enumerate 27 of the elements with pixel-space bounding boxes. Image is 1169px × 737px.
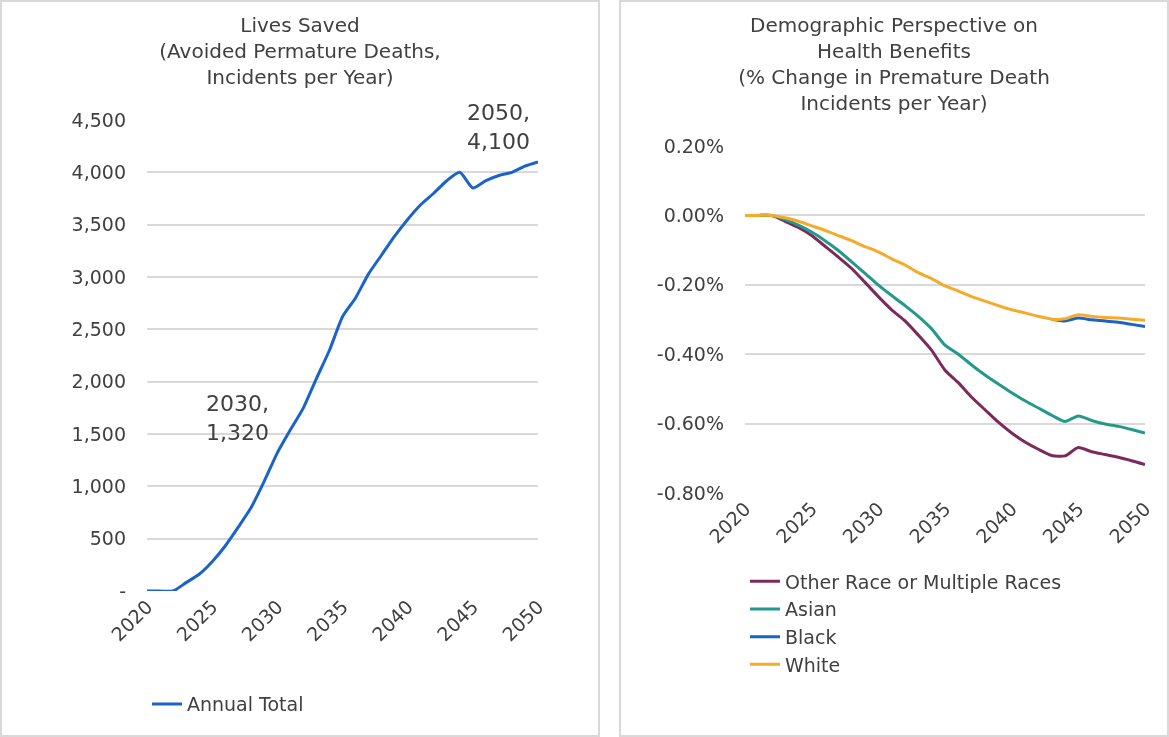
legend-label: Other Race or Multiple Races xyxy=(785,570,1062,593)
y-tick-label: 0.00% xyxy=(663,204,724,227)
y-tick-label: - xyxy=(119,579,126,602)
chart-title: Demographic Perspective on Health Benefits (% Change in Premature Death Incidents per Year) xyxy=(738,13,1050,115)
y-tick-label: 4,000 xyxy=(71,160,126,183)
y-tick-label: 2,000 xyxy=(71,370,126,393)
y-tick-label: 0.20% xyxy=(663,134,724,157)
legend-label: White xyxy=(785,653,841,676)
y-tick-label: 500 xyxy=(89,527,126,550)
y-tick-label: 2,500 xyxy=(71,317,126,340)
y-tick-label: 3,000 xyxy=(71,265,126,288)
y-tick-label: 1,500 xyxy=(71,422,126,445)
y-tick-label: 4,500 xyxy=(71,108,126,131)
annotation: 2030, 1,320 xyxy=(206,391,269,445)
y-tick-label: -0.60% xyxy=(656,412,724,435)
y-tick-label: 1,000 xyxy=(71,474,126,497)
legend-label: Annual Total xyxy=(187,693,304,716)
legend-label: Asian xyxy=(785,598,837,621)
line-series xyxy=(147,160,538,591)
y-tick-label: 3,500 xyxy=(71,213,126,236)
chart-title: Lives Saved (Avoided Permature Deaths, Incidents per Year) xyxy=(159,13,441,89)
y-tick-label: -0.40% xyxy=(656,342,724,365)
legend-label: Black xyxy=(785,626,837,649)
y-tick-label: -0.20% xyxy=(656,273,724,296)
line-series xyxy=(745,213,1145,322)
y-tick-label: -0.80% xyxy=(656,481,724,504)
annotation: 2050, 4,100 xyxy=(467,100,530,154)
